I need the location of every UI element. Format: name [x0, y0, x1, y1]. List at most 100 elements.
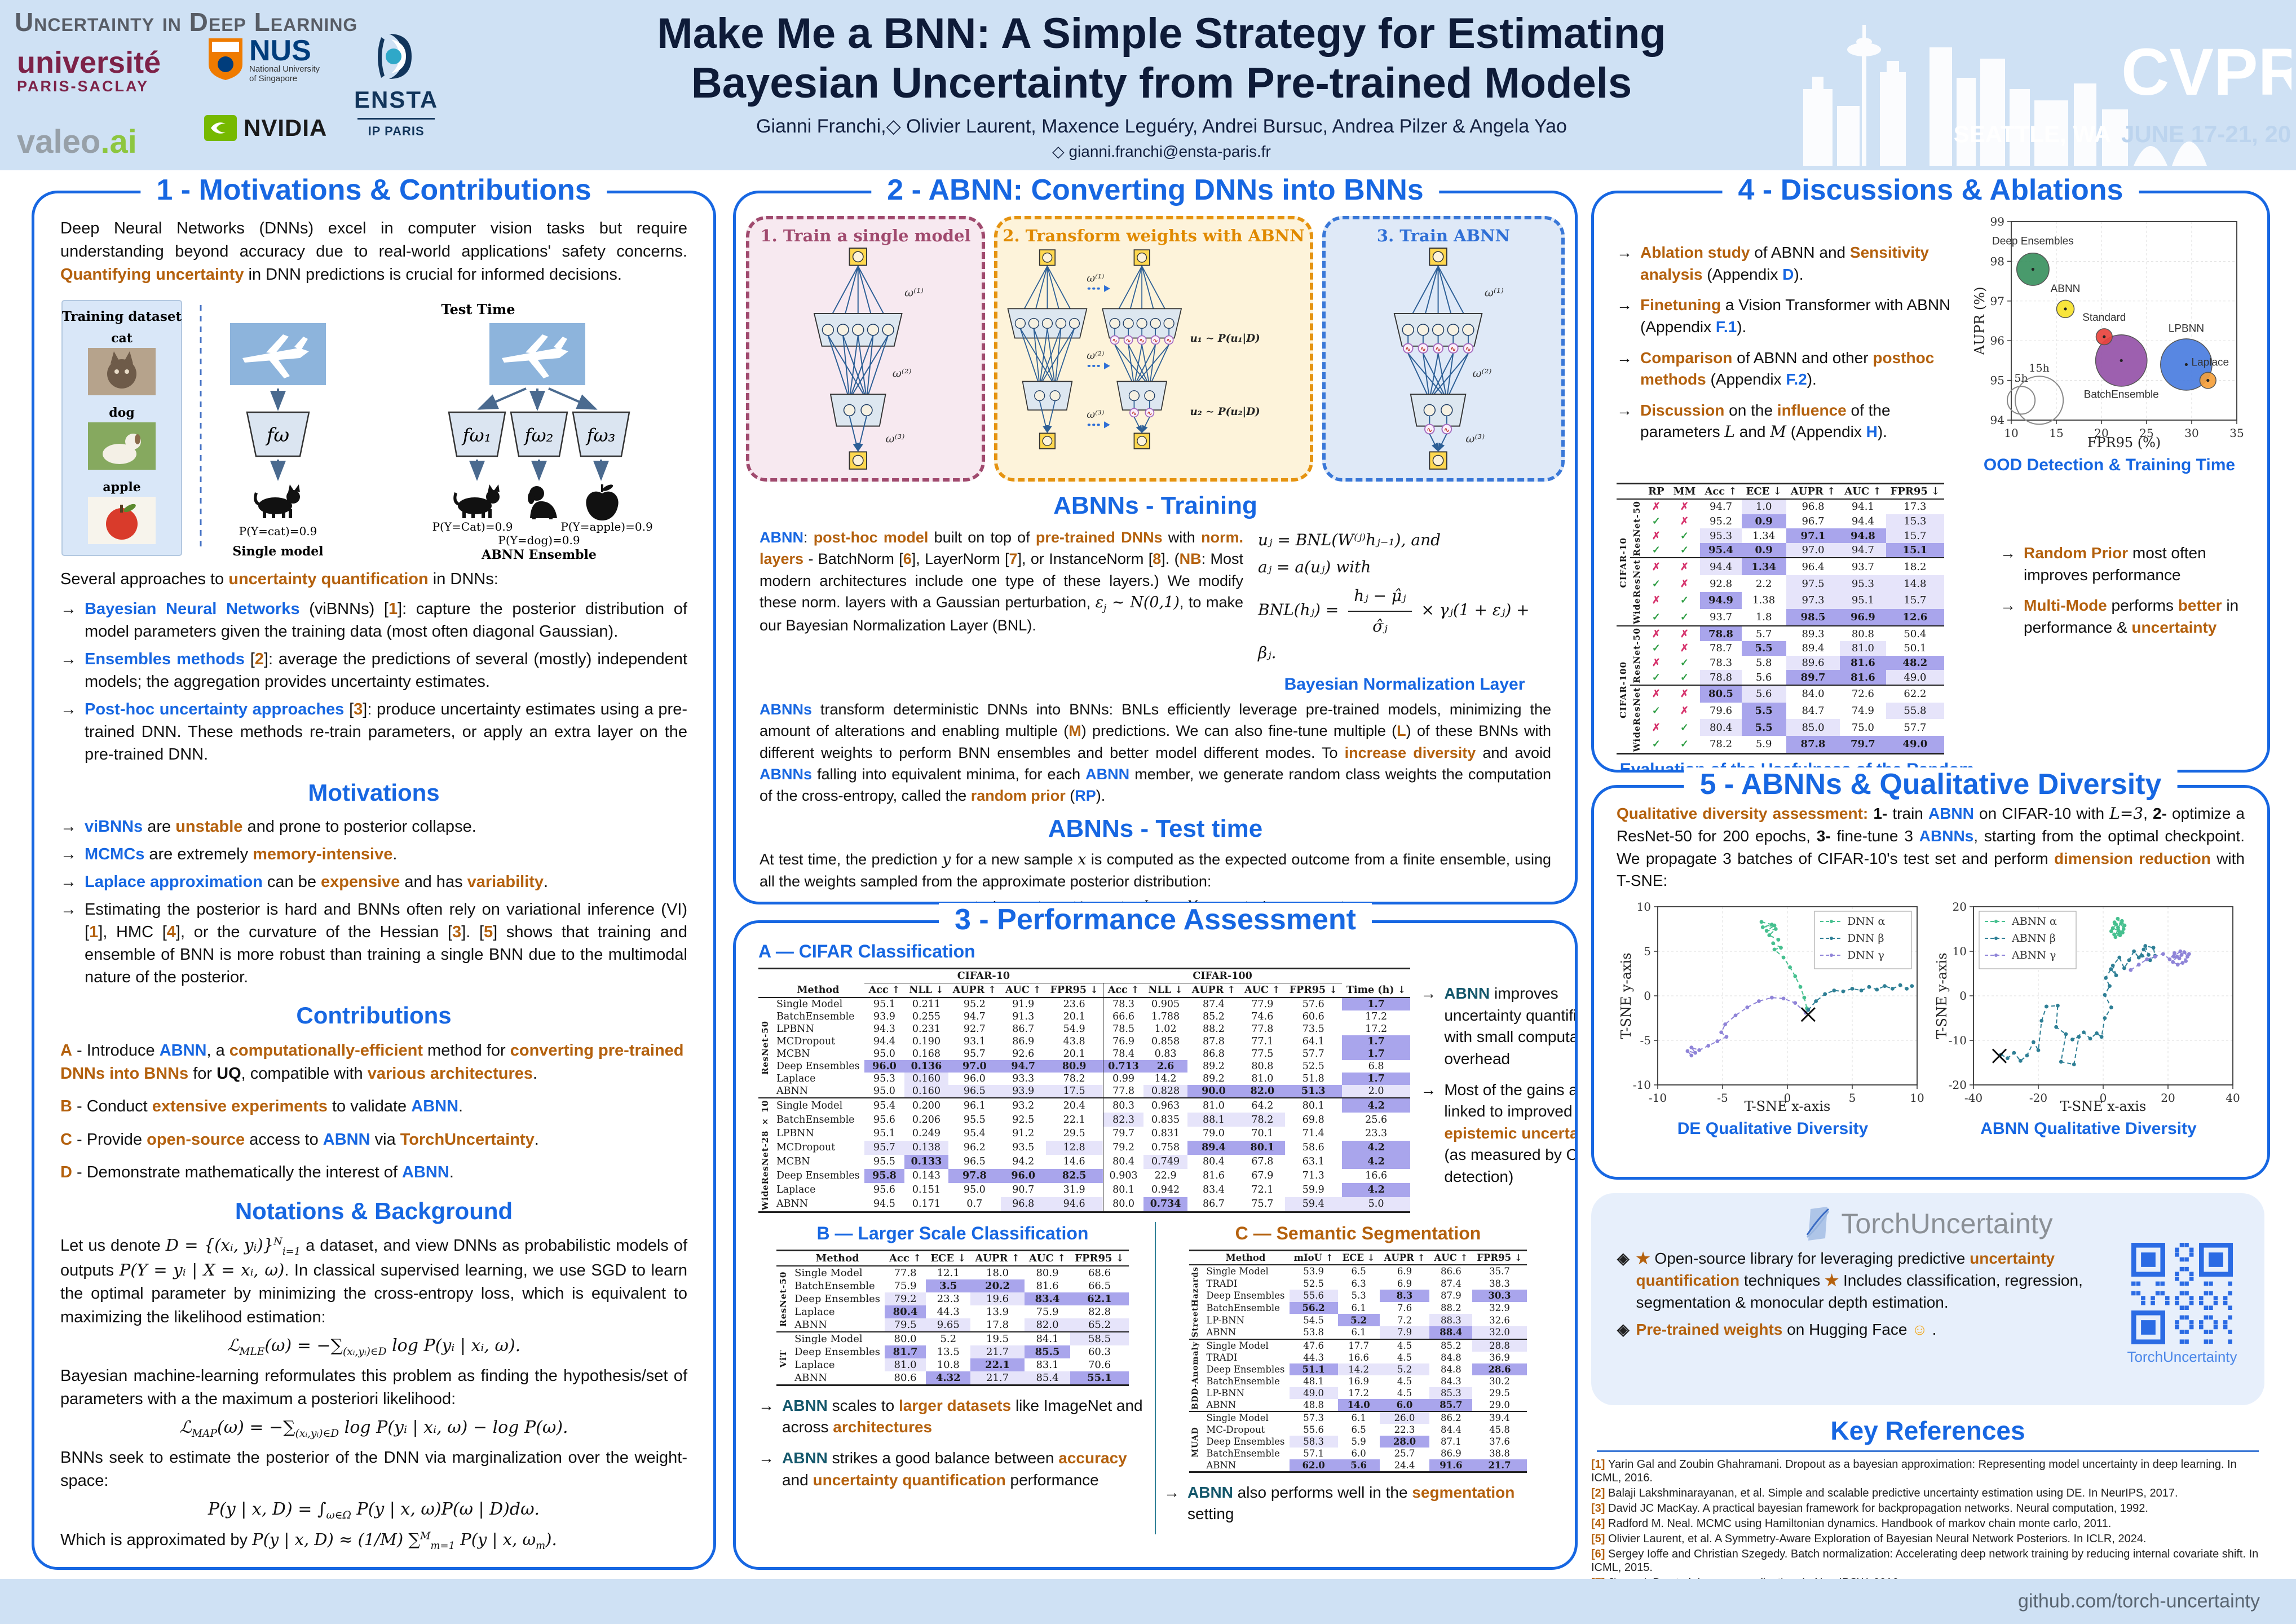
- svg-text:-5: -5: [1717, 1091, 1728, 1105]
- fig-f-label: fω: [265, 424, 289, 447]
- svg-text:ω⁽²⁾: ω⁽²⁾: [1087, 350, 1104, 362]
- bullet-item: → Estimating the posterior is hard and BN…: [60, 898, 687, 988]
- poster-title-line2: Bayesian Uncertainty from Pre-trained Mo…: [691, 59, 1632, 108]
- arrow-icon: →: [60, 900, 77, 919]
- table-row: BatchEnsemble 75.9 3.5 20.2 81.6 66.5: [794, 1279, 1111, 1292]
- section-performance: 3 - Performance Assessment A — CIFAR Cla…: [733, 903, 1578, 1570]
- table-row: WideResNet ✗ ✗ 80.5 5.6 84.0 72.6 62.2: [1617, 684, 1945, 754]
- arrow-icon: →: [60, 817, 77, 836]
- bubble-chart-caption: OOD Detection & Training Time: [1983, 456, 2236, 474]
- contributions-heading: Contributions: [296, 1001, 452, 1029]
- arrow-icon: →: [758, 1449, 774, 1467]
- svg-text:10: 10: [1637, 900, 1651, 914]
- svg-text:ω⁽²⁾: ω⁽²⁾: [893, 367, 912, 380]
- transform-weights-diagram: ∿ ∿ ∿ ∿ ∿ ∿ ∿ ω⁽¹⁾ ω⁽²⁾ ω⁽³⁾ u₁ ∼ P(u₁|D) u₂ ∼ P(u₂…: [1007, 249, 1260, 449]
- section-discussions: 4 - Discussions & Ablations → Ablation st…: [1591, 173, 2270, 773]
- svg-text:ABNN β: ABNN β: [2011, 932, 2056, 945]
- svg-text:∿: ∿: [1427, 426, 1432, 434]
- svg-text:0: 0: [1784, 1091, 1791, 1105]
- fig-f1-label: fω₁: [462, 425, 492, 446]
- bnl-eq3: BNL(hⱼ) = hⱼ − μ̂ⱼ σ̂ⱼ × γⱼ(1 + εⱼ) + βⱼ.: [1258, 582, 1551, 667]
- rp-mm-table: RP MM Acc ↑ ECE ↓ AUPR ↑ AUC ↑ FPR95 ↓ CIFAR-10…: [1617, 483, 1989, 754]
- bullet-text: ABNN scales to larger datasets like Imag…: [782, 1396, 1143, 1436]
- reference-item: [2] Balaji Lakshminarayanan, et al. Simp…: [1591, 1487, 2178, 1499]
- qr-code: [2131, 1243, 2233, 1344]
- table-row: BatchEnsemble 48.1 16.9 4.5 84.3 30.2: [1206, 1375, 1510, 1387]
- svg-text:ω⁽³⁾: ω⁽³⁾: [1087, 409, 1104, 421]
- svg-text:-5: -5: [1640, 1034, 1651, 1047]
- svg-text:-40: -40: [1964, 1091, 1982, 1105]
- logo-ups-sub: PARIS-SACLAY: [17, 78, 149, 95]
- svg-text:∿: ∿: [1405, 345, 1411, 353]
- table-row: TRADI 44.3 16.6 4.5 84.8 36.9: [1206, 1352, 1510, 1363]
- nus-shield-icon: [209, 38, 242, 80]
- segmentation-table: Method mIoU ↑ ECE ↓ AUPR ↑ AUC ↑ FPR95 ↓ Stree…: [1164, 1249, 1552, 1473]
- table-row: BatchEnsemble 56.2 6.1 7.6 88.2 32.9: [1206, 1301, 1510, 1314]
- svg-text:T-SNE y-axis: T-SNE y-axis: [1936, 952, 1950, 1039]
- bullet-text: Post-hoc uncertainty approaches [3]: pro…: [85, 700, 687, 764]
- references-divider: [1597, 1450, 2259, 1452]
- arrow-icon: →: [1617, 401, 1632, 419]
- rp-mm-caption: Evaluation of the Usefulness of the Rand…: [1619, 760, 1975, 770]
- diversity-paragraph: Qualitative diversity assessment: 1- tra…: [1617, 804, 2245, 890]
- table-row: Deep Ensembles 96.0 0.136 97.0 94.7 80.9 0.713…: [776, 1060, 1384, 1073]
- ipparis-text: IP PARIS: [368, 124, 425, 138]
- apple-photo: [88, 496, 156, 544]
- imagenet-table-label: B — Larger Scale Classification: [816, 1223, 1089, 1243]
- contribution-b: B - Conduct extensive experiments to val…: [60, 1097, 463, 1116]
- table-row: ✓ ✗ 92.8 2.2 97.5 95.3 14.8: [1617, 575, 1945, 592]
- panel-train-single: 1. Train a single model ω⁽¹⁾ ω⁽²⁾ ω⁽³⁾: [746, 216, 985, 482]
- metrics-table: CIFAR-10 CIFAR-100 Method Acc ↑ NLL ↓ AUPR ↑ A…: [758, 968, 1411, 1213]
- arrow-icon: →: [1420, 1080, 1437, 1098]
- bullet-item: → ABNN improves uncertainty quantificatio…: [1420, 983, 1575, 1070]
- svg-text:25: 25: [2139, 426, 2153, 440]
- panel-train-abnn: 3. Train ABNN ∿ ∿ ∿ ∿ ∿ ∿ ∿ ω⁽¹⁾ ω⁽²⁾ ω⁽³⁾: [1322, 216, 1565, 482]
- torch-bullet-2: Pre-trained weights on Hugging Face ☺ .: [1636, 1320, 1937, 1338]
- rp-mm-notes: → Random Prior most often improves perfor…: [2000, 483, 2245, 770]
- cvpr-skyline-art: CVPR SEATTLE, WA JUNE 17-21, 2024: [1803, 25, 2291, 166]
- abnn-pipeline-panels: 1. Train a single model ω⁽¹⁾ ω⁽²⁾ ω⁽³⁾ 2. …: [746, 216, 1565, 482]
- table-row: StreetHazards Single Model 53.9 6.5 6.9 86.6 3…: [1191, 1266, 1510, 1338]
- table-row: Laplace 95.6 0.151 95.0 90.7 31.9 80.1 0.942 83.…: [758, 1182, 1411, 1197]
- svg-text:T-SNE x-axis: T-SNE x-axis: [1745, 1098, 1831, 1114]
- table-row: Deep Ensembles 95.8 0.143 97.8 96.0 82.5 0.903…: [758, 1168, 1410, 1183]
- section-abnn: 2 - ABNN: Converting DNNs into BNNs 1. T…: [733, 173, 1578, 904]
- table-row: ✓ ✓ 93.7 1.8 98.5 96.9 12.6: [1617, 608, 1945, 626]
- table-row: LPBNN 95.1 0.249 95.4 91.2 29.5 79.7 0.831 79.0 7…: [758, 1127, 1410, 1141]
- bullet-text: Random Prior most often improves perform…: [2024, 544, 2206, 584]
- svg-text:LPBNN: LPBNN: [2169, 323, 2204, 334]
- approaches-list: → Bayesian Neural Networks (viBNNs) [1]: …: [60, 598, 687, 766]
- fig-single-caption: Single model: [232, 544, 323, 559]
- svg-text:20: 20: [1953, 900, 1967, 914]
- fig-apple-label: apple: [103, 480, 140, 495]
- torch-bullet-1: ★ Open-source library for leveraging pre…: [1636, 1250, 2083, 1312]
- diamond-bullet-icon: ◈: [1617, 1250, 1630, 1267]
- section3-title: 3 - Performance Assessment: [939, 903, 1372, 937]
- bullet-text: ABNN also performs well in the segmentat…: [1187, 1483, 1515, 1523]
- table-row: ABNN 53.8 6.1 7.9 88.4 32.0: [1189, 1326, 1527, 1339]
- fig-cat-label: cat: [111, 331, 133, 346]
- fig-dog-label: dog: [109, 405, 134, 420]
- svg-text:ω⁽¹⁾: ω⁽¹⁾: [1485, 286, 1504, 299]
- table-row: MCBN 95.0 0.168 95.7 92.6 20.1 78.4 0.83 86.8 77.…: [758, 1048, 1411, 1060]
- nus-text: NUS: [249, 34, 311, 67]
- table-row: LPBNN 94.3 0.231 92.7 86.7 54.9 78.5 1.02 88.2 77…: [776, 1023, 1388, 1035]
- svg-text:Laplace: Laplace: [2192, 357, 2229, 369]
- table-row: ABNN 95.0 0.160 96.5 93.9 17.5 77.8 0.828 90.0 82…: [758, 1085, 1411, 1098]
- intro-paragraph: Deep Neural Networks (DNNs) excel in com…: [60, 219, 687, 284]
- arrow-icon: →: [758, 1396, 774, 1414]
- notations-p1: Let us denote D = {(xᵢ, yᵢ)}Ni=1 a datas…: [60, 1235, 687, 1326]
- bullet-text: ABNN strikes a good balance between accu…: [782, 1449, 1127, 1489]
- svg-text:BatchEnsemble: BatchEnsemble: [2084, 389, 2159, 400]
- reference-item: [6] Sergey Ioffe and Christian Szegedy. …: [1591, 1548, 2259, 1574]
- contributions-list: A - Introduce ABNN, a computationally-ef…: [60, 1039, 687, 1184]
- logo-universite-paris-saclay: université PARIS-SACLAY: [17, 47, 161, 95]
- table-row: ✗ ✓ 94.9 1.38 97.3 95.1 15.7: [1617, 592, 1945, 609]
- svg-text:5h: 5h: [2014, 372, 2028, 385]
- tsne-de-plot: -10 -5 0 5 10 -10 -5 0 5 10 T-SNE x-axis T-SNE y-ax…: [1618, 900, 1924, 1114]
- table-row: CIFAR-10 ResNet-50 ✗ ✗ 94.7 1.0 96.8 94.1 17.3: [1617, 499, 1944, 588]
- svg-text:AUPR (%): AUPR (%): [1974, 287, 1988, 356]
- table-row: Laplace 95.3 0.160 96.0 93.3 78.2 0.99 14.2 89.2…: [758, 1073, 1411, 1085]
- diamond-bullet-icon: ◈: [1617, 1320, 1630, 1338]
